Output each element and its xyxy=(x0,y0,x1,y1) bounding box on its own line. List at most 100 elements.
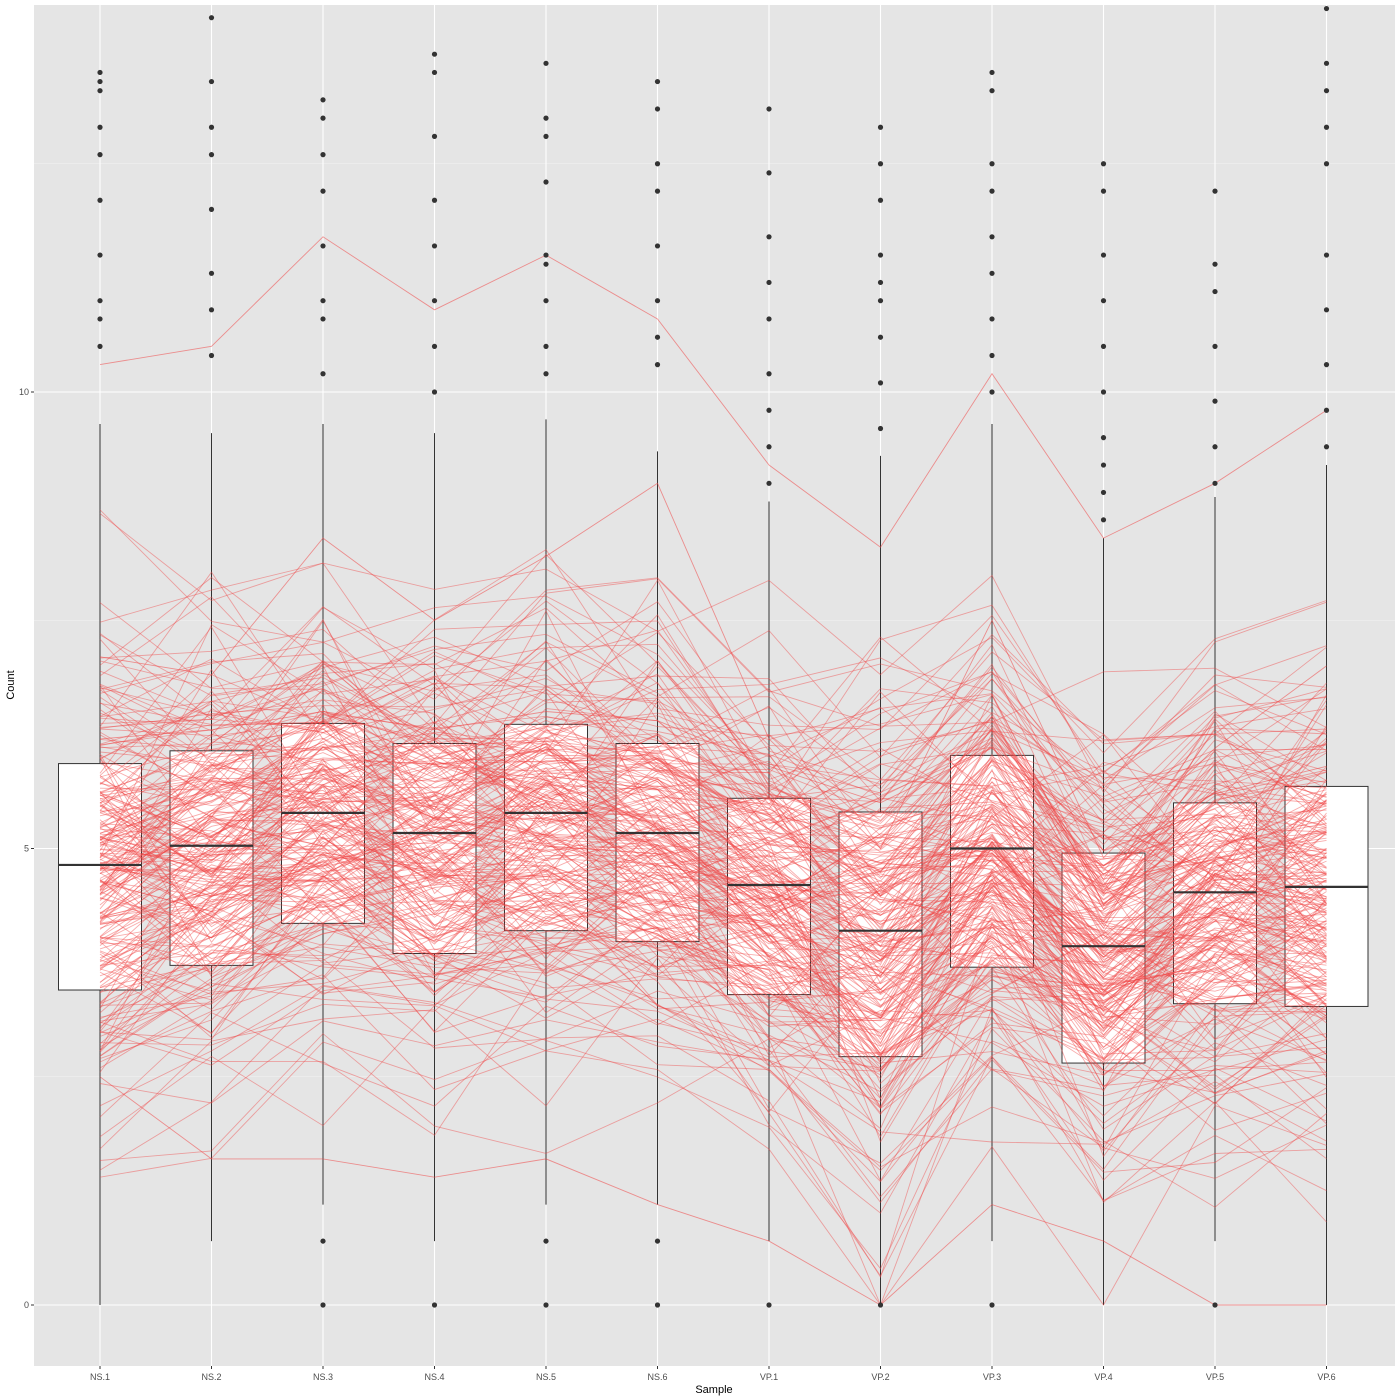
sample-line xyxy=(99,684,1327,929)
sample-line xyxy=(99,610,1327,906)
sample-line xyxy=(99,746,1327,907)
outlier-point xyxy=(1100,489,1107,496)
sample-line xyxy=(99,699,1327,885)
sample-line xyxy=(99,840,1327,1114)
outlier-point xyxy=(97,69,103,76)
sample-line xyxy=(99,636,1327,906)
sample-line xyxy=(99,509,1327,728)
sample-line xyxy=(99,941,1327,1172)
sample-line xyxy=(99,875,1327,1022)
sample-line xyxy=(99,595,1327,771)
outlier-point xyxy=(431,298,438,304)
outlier-point xyxy=(877,380,884,386)
sample-line xyxy=(99,782,1327,1018)
outlier-point xyxy=(431,133,438,139)
sample-line xyxy=(99,823,1327,1056)
sample-line xyxy=(99,784,1327,963)
sample-line xyxy=(99,785,1327,1088)
sample-line xyxy=(99,857,1327,1037)
sample-line xyxy=(99,679,1327,1012)
sample-line xyxy=(99,785,1327,1009)
outlier-point xyxy=(320,316,326,322)
y-tick-label: 10 xyxy=(19,387,29,397)
sample-line xyxy=(99,742,1327,898)
boxes xyxy=(58,722,1369,1064)
sample-line xyxy=(99,800,1327,952)
sample-line xyxy=(99,704,1327,1059)
sample-line xyxy=(99,719,1327,950)
outlier-point xyxy=(1323,88,1330,94)
sample-line xyxy=(99,752,1327,964)
sample-line xyxy=(99,1076,1327,1306)
sample-line xyxy=(99,708,1327,886)
sample-line xyxy=(99,926,1327,1214)
sample-line xyxy=(99,901,1327,1151)
sample-line xyxy=(99,805,1327,1029)
box-VP.3 xyxy=(950,754,1034,968)
sample-line xyxy=(99,830,1327,1055)
sample-line xyxy=(99,875,1327,1093)
sample-line xyxy=(99,606,1327,775)
outlier-point xyxy=(320,97,326,103)
x-tick-label: VP.3 xyxy=(983,1372,1001,1382)
sample-line xyxy=(99,846,1327,1097)
outlier-point xyxy=(654,362,661,368)
outlier-point xyxy=(320,371,326,377)
outlier-point xyxy=(877,197,884,203)
sample-line xyxy=(99,745,1327,961)
outlier-point xyxy=(1323,444,1330,450)
sample-line xyxy=(99,762,1327,1010)
outlier-point xyxy=(97,316,103,322)
sample-line xyxy=(99,781,1327,1040)
outlier-point xyxy=(766,316,772,322)
outlier-point xyxy=(766,371,772,377)
outlier-point xyxy=(1323,307,1330,313)
sample-line xyxy=(99,688,1327,887)
sample-line xyxy=(99,830,1327,1071)
outlier-point xyxy=(320,1238,326,1244)
sample-line xyxy=(99,682,1327,881)
sample-line xyxy=(99,905,1327,1058)
sample-line xyxy=(99,236,1327,548)
outlier-point xyxy=(320,1302,326,1308)
sample-line xyxy=(99,745,1327,917)
sample-line xyxy=(99,892,1327,1074)
sample-line xyxy=(99,784,1327,946)
sample-line xyxy=(99,725,1327,848)
box-VP.1 xyxy=(727,797,811,996)
sample-line xyxy=(99,694,1327,939)
sample-line xyxy=(99,800,1327,1017)
sample-line xyxy=(99,849,1327,1069)
outlier-point xyxy=(877,124,884,130)
sample-line xyxy=(99,794,1327,1000)
sample-line xyxy=(99,738,1327,1019)
sample-line xyxy=(99,844,1327,1049)
sample-line xyxy=(99,794,1327,1013)
sample-line xyxy=(99,1005,1327,1306)
sample-line xyxy=(99,852,1327,1085)
sample-line xyxy=(99,870,1327,1095)
box-NS.2 xyxy=(169,750,254,966)
sample-line xyxy=(99,921,1327,1279)
outlier-point xyxy=(1212,261,1218,267)
sample-line xyxy=(99,889,1327,1124)
sample-line xyxy=(99,743,1327,927)
box-NS.6 xyxy=(615,743,700,943)
sample-line xyxy=(99,668,1327,911)
sample-line xyxy=(99,928,1327,1028)
sample-line xyxy=(99,762,1327,961)
sample-line xyxy=(99,596,1327,825)
outlier-point xyxy=(1323,161,1330,167)
sample-line xyxy=(99,674,1327,876)
sample-line xyxy=(99,837,1327,1130)
sample-line xyxy=(99,870,1327,1064)
sample-line xyxy=(99,719,1327,964)
sample-line xyxy=(99,767,1327,1045)
outlier-point xyxy=(654,78,661,85)
x-tick-label: NS.5 xyxy=(536,1372,556,1382)
sample-line xyxy=(99,857,1327,1090)
x-tick-label: VP.6 xyxy=(1317,1372,1335,1382)
sample-line xyxy=(99,724,1327,938)
sample-line xyxy=(99,854,1327,1030)
outlier-point xyxy=(431,51,438,57)
